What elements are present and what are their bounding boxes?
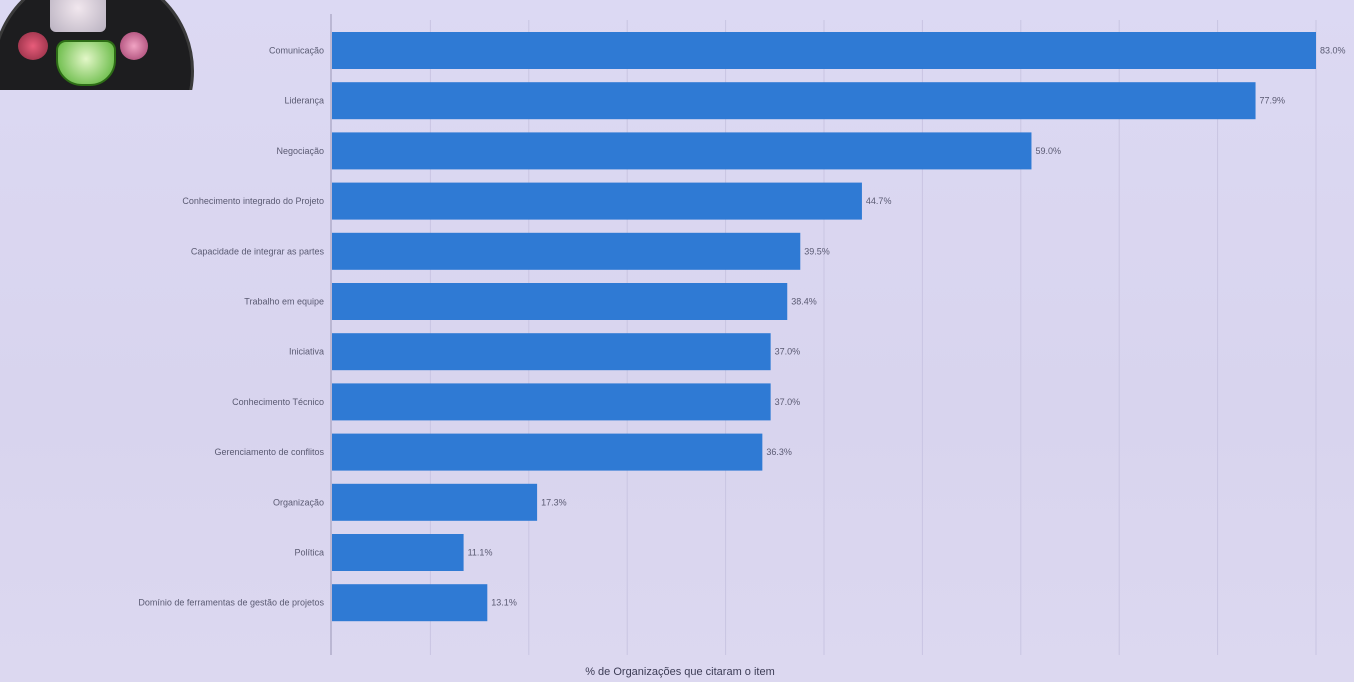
x-axis-title: % de Organizações que citaram o item [585,666,775,678]
bar-2 [332,82,1256,120]
value-label: 38.4% [791,297,817,307]
bar-4 [332,182,862,220]
category-label: Conhecimento integrado do Projeto [182,196,324,206]
category-label: Comunicação [269,46,324,56]
home-icon[interactable] [56,40,116,86]
pen-icon[interactable] [120,32,148,60]
value-label: 11.1% [468,548,493,558]
value-label: 37.0% [775,397,801,407]
value-label: 39.5% [804,246,830,256]
value-label: 44.7% [866,196,892,206]
bar-10 [332,483,538,521]
bar-1 [332,32,1316,69]
value-label: 13.1% [491,598,517,608]
bar-5 [332,232,801,270]
bar-6 [332,283,788,320]
value-label: 59.0% [1035,146,1061,156]
category-label: Capacidade de integrar as partes [191,246,325,256]
pointer-icon[interactable] [18,32,48,60]
category-label: Organização [273,497,324,507]
category-label: Iniciativa [289,347,324,357]
media-control-overlay[interactable] [0,0,194,90]
category-label: Gerenciamento de conflitos [214,447,324,457]
value-label: 77.9% [1260,96,1286,106]
category-label: Trabalho em equipe [244,297,324,307]
bar-3 [332,132,1032,170]
bar-8 [332,383,771,421]
bar-9 [332,433,763,471]
value-label: 83.0% [1320,46,1346,56]
bar-7 [332,333,771,371]
value-label: 36.3% [766,447,792,457]
bar-12 [332,584,488,622]
category-label: Negociação [276,146,324,156]
category-label: Política [294,548,324,558]
value-label: 37.0% [775,347,801,357]
category-label: Domínio de ferramentas de gestão de proj… [138,598,324,608]
value-label: 17.3% [541,497,567,507]
slide-icon[interactable] [50,0,106,32]
category-label: Conhecimento Técnico [232,397,324,407]
category-label: Liderança [284,96,324,106]
bar-11 [332,534,464,571]
